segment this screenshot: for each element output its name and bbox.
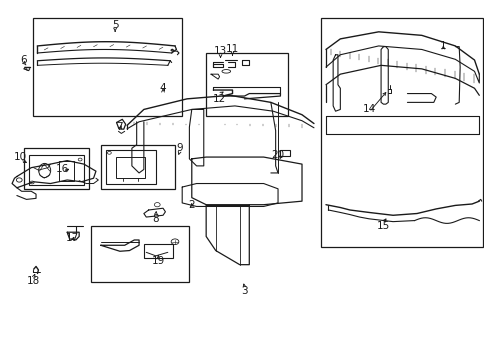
Text: 20: 20 — [271, 150, 284, 160]
Text: 18: 18 — [27, 275, 40, 285]
Bar — [143, 243, 172, 258]
Bar — [101, 145, 175, 189]
Text: 3: 3 — [241, 286, 247, 296]
Text: 2: 2 — [188, 200, 195, 210]
Bar — [321, 18, 482, 247]
Text: 9: 9 — [176, 143, 183, 153]
Bar — [206, 53, 287, 117]
Bar — [91, 226, 189, 282]
Bar — [33, 18, 182, 117]
Text: 4: 4 — [160, 83, 166, 93]
Text: 5: 5 — [112, 20, 118, 30]
Text: 7: 7 — [116, 122, 123, 132]
Text: 8: 8 — [152, 214, 159, 224]
Text: 1: 1 — [439, 41, 446, 51]
Text: 14: 14 — [362, 104, 375, 114]
Text: 19: 19 — [151, 256, 164, 266]
Bar — [59, 161, 74, 181]
Text: 6: 6 — [20, 55, 27, 65]
Text: 17: 17 — [65, 233, 79, 243]
Bar — [29, 155, 84, 185]
Bar — [24, 148, 89, 189]
Text: 15: 15 — [376, 221, 389, 231]
Bar — [280, 150, 289, 156]
Text: 11: 11 — [225, 45, 239, 54]
Text: 10: 10 — [14, 152, 27, 162]
Text: 12: 12 — [212, 94, 226, 104]
Text: 16: 16 — [56, 165, 69, 174]
Text: 13: 13 — [213, 46, 227, 56]
Bar — [116, 157, 144, 178]
Bar — [105, 150, 156, 184]
